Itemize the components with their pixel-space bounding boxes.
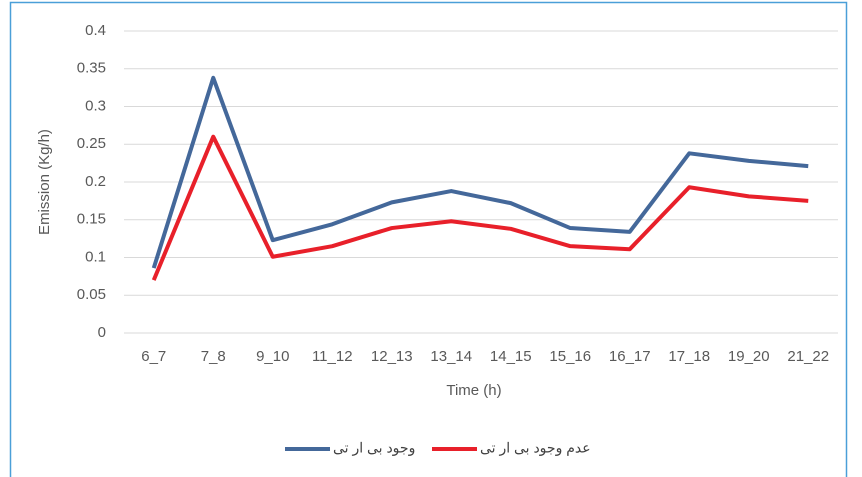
y-tick-label: 0.1 bbox=[85, 248, 106, 265]
x-tick-label: 15_16 bbox=[549, 348, 591, 365]
x-tick-label: 14_15 bbox=[490, 348, 532, 365]
x-tick-label: 16_17 bbox=[609, 348, 651, 365]
y-tick-label: 0 bbox=[98, 324, 106, 341]
y-tick-label: 0.15 bbox=[77, 211, 106, 228]
legend-label: عدم وجود بی ار تی bbox=[480, 440, 591, 457]
x-tick-label: 6_7 bbox=[141, 348, 166, 365]
y-tick-label: 0.35 bbox=[77, 60, 106, 77]
y-axis-title: Emission (Kg/h) bbox=[36, 129, 53, 235]
series-line bbox=[151, 75, 809, 269]
x-tick-label: 17_18 bbox=[668, 348, 710, 365]
x-tick-label: 7_8 bbox=[201, 348, 226, 365]
x-tick-label: 12_13 bbox=[371, 348, 413, 365]
frame bbox=[9, 1, 848, 477]
x-tick-label: 11_12 bbox=[312, 348, 353, 365]
x-tick-label: 13_14 bbox=[430, 348, 472, 365]
x-tick-label: 9_10 bbox=[256, 348, 289, 365]
x-tick-label: 21_22 bbox=[787, 348, 829, 365]
x-axis-title: Time (h) bbox=[446, 382, 501, 399]
series-line bbox=[151, 134, 809, 281]
y-tick-label: 0.2 bbox=[85, 173, 106, 190]
y-tick-label: 0.4 bbox=[85, 22, 106, 39]
x-tick-label: 19_20 bbox=[728, 348, 770, 365]
y-tick-label: 0.3 bbox=[85, 97, 106, 114]
y-tick-label: 0.25 bbox=[77, 135, 106, 152]
legend-label: وجود بی ار تی bbox=[333, 440, 415, 457]
y-tick-label: 0.05 bbox=[77, 286, 106, 303]
